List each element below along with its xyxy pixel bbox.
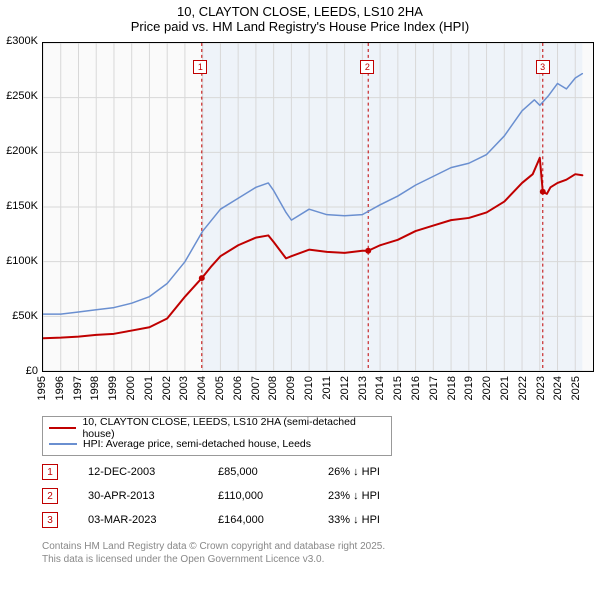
legend-label-price-paid: 10, CLAYTON CLOSE, LEEDS, LS10 2HA (semi…	[82, 416, 385, 440]
plot-svg	[42, 42, 594, 372]
x-tick-label: 2025	[570, 376, 582, 400]
x-tick-label: 2009	[285, 376, 297, 400]
x-tick-label: 2015	[392, 376, 404, 400]
footer-line2: This data is licensed under the Open Gov…	[42, 553, 385, 566]
x-tick-label: 2000	[125, 376, 137, 400]
sales-table: 1 12-DEC-2003 £85,000 26% ↓ HPI 2 30-APR…	[42, 460, 438, 532]
x-tick-label: 2012	[339, 376, 351, 400]
sales-row-2: 2 30-APR-2013 £110,000 23% ↓ HPI	[42, 484, 438, 508]
x-tick-label: 1998	[89, 376, 101, 400]
footer: Contains HM Land Registry data © Crown c…	[42, 540, 385, 566]
sales-date-2: 30-APR-2013	[88, 490, 218, 502]
y-tick-label: £0	[0, 365, 38, 377]
sales-price-1: £85,000	[218, 466, 328, 478]
legend-swatch-hpi	[49, 443, 77, 445]
chart-titles: 10, CLAYTON CLOSE, LEEDS, LS10 2HA Price…	[0, 0, 600, 34]
sales-diff-1: 26% ↓ HPI	[328, 466, 438, 478]
y-tick-label: £100K	[0, 255, 38, 267]
x-tick-label: 2017	[428, 376, 440, 400]
x-tick-label: 2008	[267, 376, 279, 400]
sales-row-1: 1 12-DEC-2003 £85,000 26% ↓ HPI	[42, 460, 438, 484]
x-tick-label: 2021	[499, 376, 511, 400]
footer-line1: Contains HM Land Registry data © Crown c…	[42, 540, 385, 553]
x-tick-label: 2020	[481, 376, 493, 400]
x-tick-label: 2011	[321, 376, 333, 400]
sales-date-3: 03-MAR-2023	[88, 514, 218, 526]
sales-date-1: 12-DEC-2003	[88, 466, 218, 478]
x-tick-label: 2001	[143, 376, 155, 400]
x-tick-label: 2016	[410, 376, 422, 400]
x-tick-label: 2018	[446, 376, 458, 400]
chart-marker-2: 2	[360, 60, 374, 74]
chart-marker-1: 1	[193, 60, 207, 74]
x-tick-label: 2002	[161, 376, 173, 400]
sales-diff-2: 23% ↓ HPI	[328, 490, 438, 502]
x-tick-label: 2024	[552, 376, 564, 400]
x-tick-label: 2007	[250, 376, 262, 400]
sales-diff-3: 33% ↓ HPI	[328, 514, 438, 526]
x-tick-label: 1997	[72, 376, 84, 400]
x-tick-label: 1999	[107, 376, 119, 400]
x-tick-label: 1995	[36, 376, 48, 400]
sales-marker-2: 2	[42, 488, 58, 504]
chart-area: £0£50K£100K£150K£200K£250K£300K 19951996…	[42, 42, 594, 372]
chart-container: 10, CLAYTON CLOSE, LEEDS, LS10 2HA Price…	[0, 0, 600, 590]
x-tick-label: 2003	[178, 376, 190, 400]
y-tick-label: £150K	[0, 200, 38, 212]
y-tick-label: £250K	[0, 90, 38, 102]
sales-marker-3: 3	[42, 512, 58, 528]
x-tick-label: 2014	[374, 376, 386, 400]
x-tick-label: 2013	[357, 376, 369, 400]
chart-marker-3: 3	[536, 60, 550, 74]
x-tick-label: 2023	[535, 376, 547, 400]
sales-marker-1: 1	[42, 464, 58, 480]
title-line1: 10, CLAYTON CLOSE, LEEDS, LS10 2HA	[0, 4, 600, 19]
legend: 10, CLAYTON CLOSE, LEEDS, LS10 2HA (semi…	[42, 416, 392, 456]
y-tick-label: £300K	[0, 35, 38, 47]
x-tick-label: 2004	[196, 376, 208, 400]
x-tick-label: 2019	[463, 376, 475, 400]
legend-item-price-paid: 10, CLAYTON CLOSE, LEEDS, LS10 2HA (semi…	[49, 420, 385, 436]
sales-price-2: £110,000	[218, 490, 328, 502]
sales-price-3: £164,000	[218, 514, 328, 526]
x-tick-label: 2005	[214, 376, 226, 400]
sales-row-3: 3 03-MAR-2023 £164,000 33% ↓ HPI	[42, 508, 438, 532]
legend-label-hpi: HPI: Average price, semi-detached house,…	[83, 438, 311, 450]
title-line2: Price paid vs. HM Land Registry's House …	[0, 19, 600, 34]
x-tick-label: 1996	[54, 376, 66, 400]
x-tick-label: 2006	[232, 376, 244, 400]
y-tick-label: £50K	[0, 310, 38, 322]
x-tick-label: 2022	[517, 376, 529, 400]
y-tick-label: £200K	[0, 145, 38, 157]
x-tick-label: 2010	[303, 376, 315, 400]
legend-swatch-price-paid	[49, 427, 76, 429]
